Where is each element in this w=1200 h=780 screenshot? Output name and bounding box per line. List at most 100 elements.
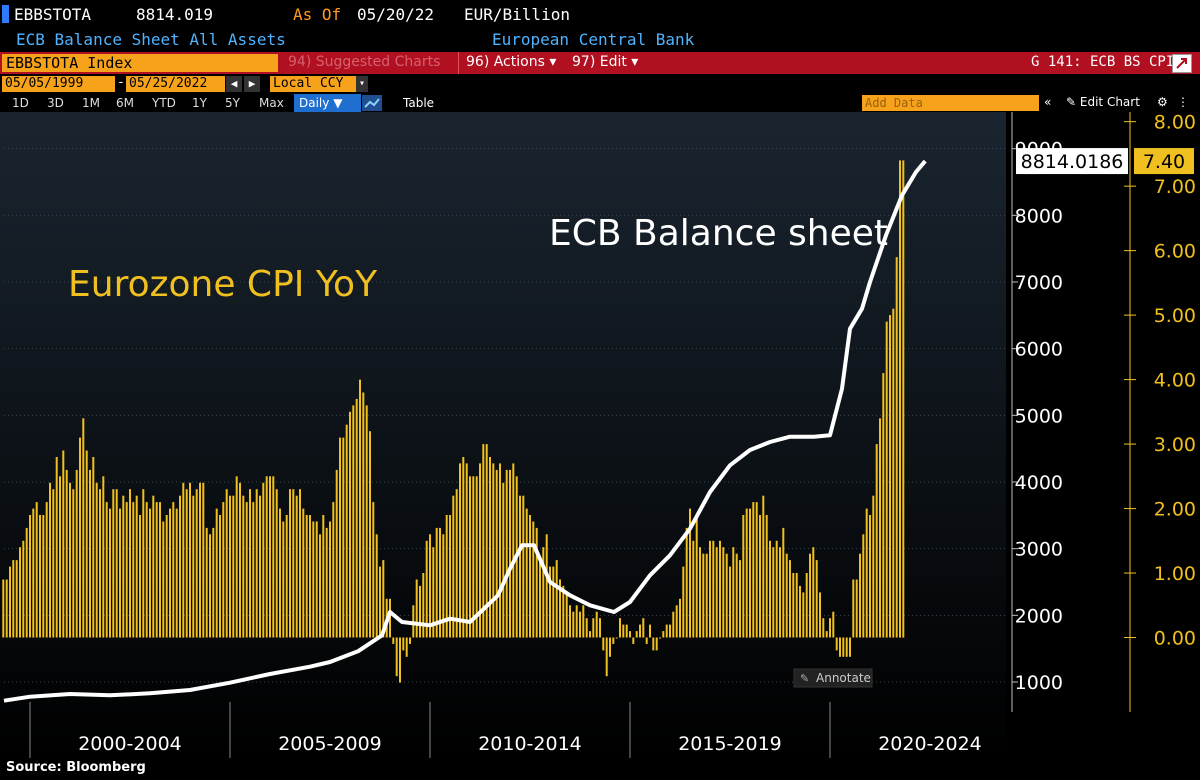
settings-icon[interactable]: ⚙ bbox=[1157, 95, 1168, 109]
cpi-bar bbox=[289, 489, 291, 638]
period-3d[interactable]: 3D bbox=[47, 96, 64, 110]
cpi-bar bbox=[669, 624, 671, 638]
cpi-bar bbox=[142, 489, 145, 638]
security-field[interactable]: EBBSTOTA Index bbox=[2, 54, 278, 72]
cpi-bar bbox=[352, 405, 355, 638]
cpi-bar bbox=[155, 502, 158, 638]
cpi-bar bbox=[339, 437, 341, 638]
cpi-bar bbox=[199, 482, 201, 638]
cpi-bar bbox=[169, 508, 171, 638]
cpi-bar bbox=[892, 308, 895, 638]
cpi-bar bbox=[709, 540, 711, 638]
cpi-bar bbox=[312, 521, 315, 638]
cpi-bar bbox=[475, 476, 478, 638]
period-6m[interactable]: 6M bbox=[116, 96, 134, 110]
cpi-bar bbox=[445, 515, 448, 638]
next-period-button[interactable]: ▶ bbox=[244, 76, 260, 92]
cpi-bar bbox=[355, 398, 358, 638]
right-tick-label: 2.00 bbox=[1154, 499, 1196, 521]
period-ytd[interactable]: YTD bbox=[152, 96, 176, 110]
cpi-bar bbox=[712, 540, 715, 638]
suggested-charts-button[interactable]: 94) Suggested Charts bbox=[288, 54, 441, 70]
cpi-bar bbox=[719, 540, 721, 638]
edit-chart-button[interactable]: ✎ Edit Chart bbox=[1066, 95, 1140, 109]
left-tick-label: 4000 bbox=[1015, 472, 1063, 494]
right-tick-label: 1.00 bbox=[1154, 563, 1196, 585]
cpi-bar bbox=[659, 637, 661, 639]
balance-line-group bbox=[3, 159, 927, 703]
cpi-bar bbox=[129, 489, 131, 638]
cpi-bar bbox=[572, 611, 575, 638]
cpi-bar bbox=[649, 624, 651, 638]
period-1d[interactable]: 1D bbox=[12, 96, 29, 110]
cpi-bar bbox=[252, 502, 255, 638]
cpi-bar bbox=[235, 476, 238, 638]
cpi-bar bbox=[175, 508, 178, 638]
cpi-bar bbox=[829, 618, 831, 638]
period-1y[interactable]: 1Y bbox=[192, 96, 207, 110]
expand-icon[interactable] bbox=[1172, 54, 1192, 73]
chart-id: G 141: ECB BS CPI bbox=[1031, 54, 1175, 70]
currency-field[interactable]: Local CCY bbox=[270, 76, 357, 92]
cpi-bar bbox=[19, 547, 21, 638]
cpi-last-label: 7.40 bbox=[1143, 151, 1185, 173]
currency-dropdown[interactable]: ▾ bbox=[356, 76, 368, 92]
end-date-field[interactable]: 05/25/2022 bbox=[126, 76, 225, 92]
cpi-bar bbox=[895, 257, 898, 638]
cpi-bar bbox=[822, 618, 825, 638]
annotate-button[interactable]: ✎ Annotate bbox=[793, 668, 873, 688]
frequency-text: Daily bbox=[299, 96, 330, 110]
start-date-field[interactable]: 05/05/1999 bbox=[2, 76, 115, 92]
cpi-bar bbox=[462, 457, 465, 638]
cpi-bar bbox=[759, 515, 761, 638]
cpi-bar bbox=[185, 489, 188, 638]
period-1m[interactable]: 1M bbox=[82, 96, 100, 110]
left-tick-label: 2000 bbox=[1015, 605, 1063, 627]
cpi-bar bbox=[789, 560, 791, 638]
cpi-bar bbox=[405, 637, 408, 657]
cpi-bar bbox=[862, 534, 865, 638]
cpi-bars bbox=[2, 160, 905, 683]
cpi-bar bbox=[849, 637, 851, 657]
frequency-select[interactable]: Daily ▼ bbox=[294, 94, 361, 112]
period-5y[interactable]: 5Y bbox=[225, 96, 240, 110]
cpi-bar bbox=[179, 495, 181, 638]
cpi-bar bbox=[695, 515, 698, 638]
cpi-bar bbox=[485, 444, 488, 638]
cpi-bar bbox=[599, 618, 601, 638]
table-button[interactable]: Table bbox=[403, 96, 435, 110]
edit-menu[interactable]: 97) Edit ▾ bbox=[572, 54, 638, 70]
cpi-bar bbox=[479, 463, 481, 638]
actions-dropdown-icon: ▾ bbox=[549, 54, 557, 70]
x-tick-label: 2000-2004 bbox=[78, 733, 182, 755]
cpi-bar bbox=[529, 515, 531, 638]
cpi-bar bbox=[842, 637, 845, 657]
cpi-bar bbox=[435, 527, 438, 638]
add-data-input[interactable]: Add Data bbox=[862, 95, 1039, 111]
cpi-bar bbox=[375, 534, 378, 638]
balance-annotation: ECB Balance sheet bbox=[549, 213, 888, 254]
cpi-bar bbox=[295, 495, 298, 638]
line-chart-icon[interactable] bbox=[362, 95, 382, 111]
more-options-icon[interactable]: ⋮ bbox=[1177, 95, 1189, 109]
cpi-bar bbox=[805, 573, 808, 638]
cpi-bar bbox=[869, 515, 871, 638]
collapse-icon[interactable]: « bbox=[1044, 95, 1052, 109]
cpi-bar bbox=[279, 508, 281, 638]
cpi-bar bbox=[699, 547, 701, 638]
cpi-bar bbox=[442, 534, 445, 638]
cpi-bar bbox=[715, 547, 718, 638]
left-tick-label: 1000 bbox=[1015, 672, 1063, 694]
cpi-bar bbox=[685, 527, 688, 638]
cpi-bar bbox=[22, 540, 25, 638]
cpi-bar bbox=[242, 495, 245, 638]
cpi-bar bbox=[145, 502, 148, 638]
x-tick-label: 2010-2014 bbox=[478, 733, 582, 755]
right-tick-label: 7.00 bbox=[1154, 176, 1196, 198]
actions-menu[interactable]: 96) Actions ▾ bbox=[466, 54, 556, 70]
cpi-bar bbox=[795, 573, 798, 638]
cpi-bar bbox=[642, 618, 645, 638]
prev-period-button[interactable]: ◀ bbox=[226, 76, 242, 92]
period-max[interactable]: Max bbox=[259, 96, 284, 110]
cpi-bar bbox=[39, 515, 41, 638]
